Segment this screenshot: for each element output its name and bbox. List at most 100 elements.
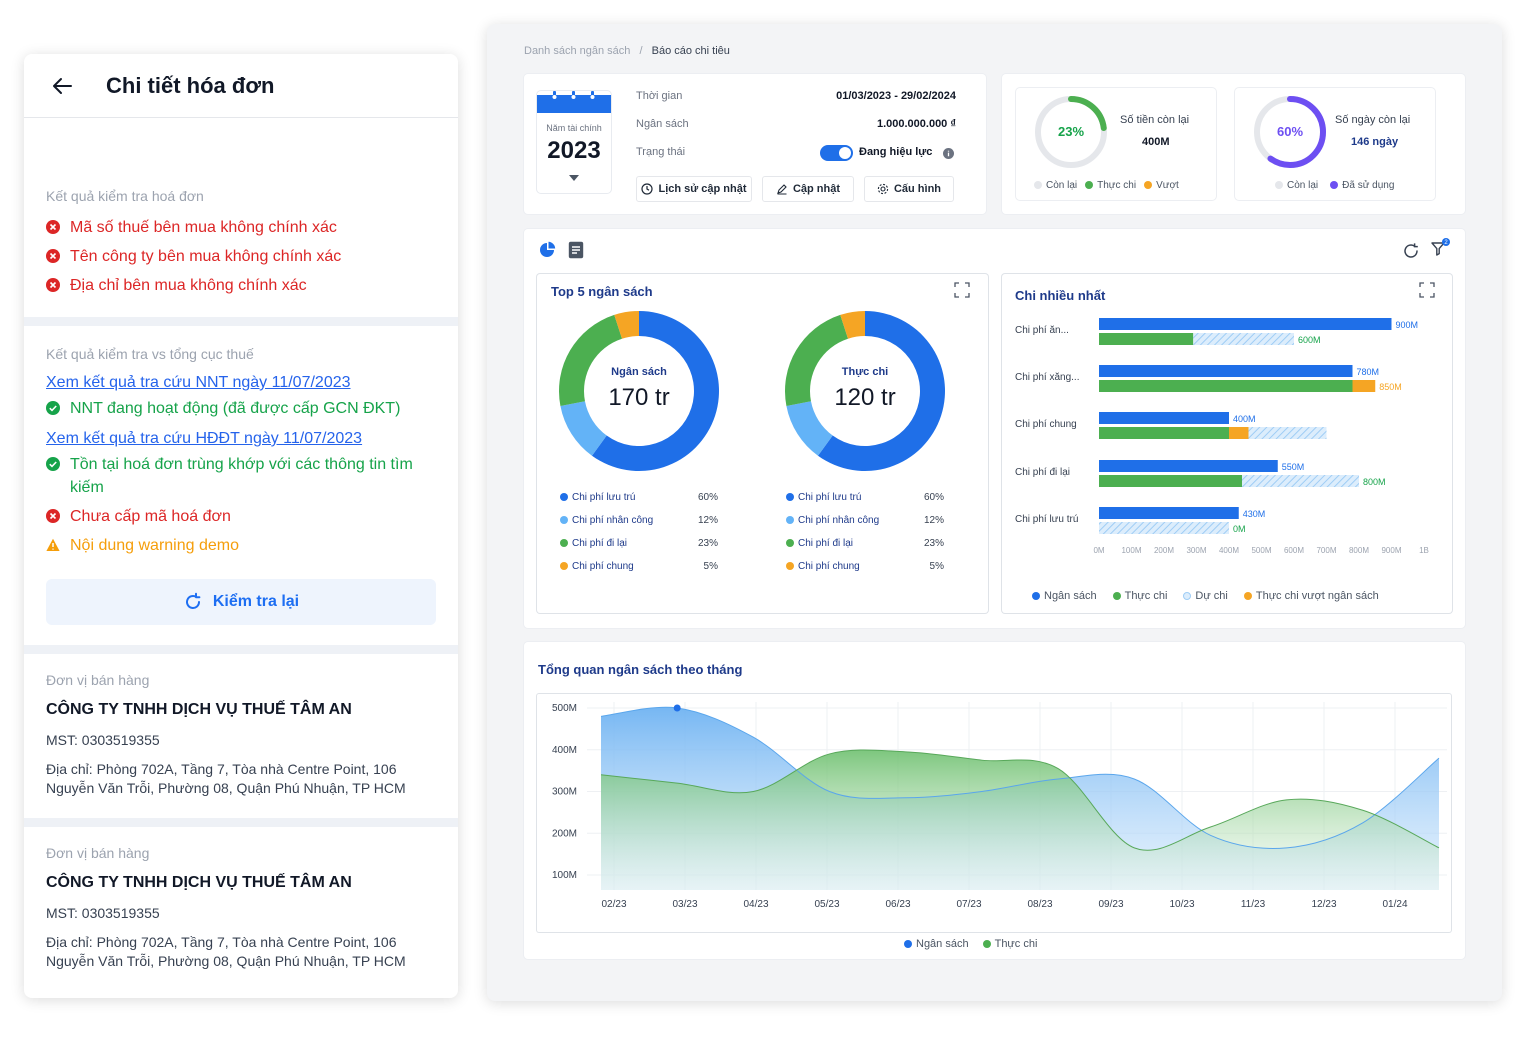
seller-name: CÔNG TY TNHH DỊCH VỤ THUẾ TÂM AN (46, 874, 352, 891)
overspend-bar (1352, 380, 1376, 392)
breadcrumb-current: Báo cáo chi tiêu (651, 45, 730, 57)
days-remaining-pct: 60% (1276, 124, 1304, 139)
forecast-bar (1099, 522, 1229, 534)
x-tick-label: 10/23 (1169, 899, 1194, 910)
check-error-item: Địa chỉ bên mua không chính xác (46, 274, 436, 297)
days-ring (1254, 96, 1326, 168)
button-label: Lịch sử cập nhật (658, 183, 747, 195)
x-tick-label: 06/23 (885, 899, 910, 910)
status-label: Trạng thái (636, 146, 686, 158)
legend-item: Chi phí đi lại 23% (560, 538, 718, 561)
info-icon[interactable] (943, 148, 954, 159)
document-icon[interactable] (568, 241, 584, 259)
overspend-bar (1229, 427, 1249, 439)
budget-bar (1099, 318, 1392, 330)
seller-address: Địa chỉ: Phòng 702A, Tầng 7, Tòa nhà Cen… (46, 761, 397, 777)
budget-bar (1099, 460, 1278, 472)
donut-value: 120 tr (834, 384, 896, 411)
expand-icon[interactable] (954, 282, 970, 298)
money-remaining-box: 23% Số tiền còn lại 400M Còn lại Thực ch… (1016, 88, 1216, 200)
money-ring (1035, 96, 1107, 168)
fiscal-year-label: Năm tài chính (546, 123, 602, 133)
donut-slice (614, 311, 639, 339)
budget-bar (1099, 412, 1229, 424)
filter-icon[interactable]: 2 (1430, 237, 1452, 259)
seller-address: Nguyễn Văn Trỗi, Phường 08, Quận Phú Nhu… (46, 780, 406, 796)
check-result-label: Kết quả kiểm tra hoá đơn (46, 188, 204, 204)
budget-value: 1.000.000.000 ₫ (876, 118, 956, 130)
legend-item: Còn lại (1275, 180, 1318, 191)
actual-bar (1099, 333, 1194, 345)
status-toggle[interactable] (820, 145, 853, 161)
expand-icon[interactable] (1419, 282, 1435, 298)
back-button[interactable] (48, 72, 76, 100)
check-ok-item: Tồn tại hoá đơn trùng khớp với các thông… (46, 453, 436, 499)
money-legend: Còn lại Thực chi Vượt (1034, 180, 1179, 191)
x-tick-label: 0M (1093, 546, 1104, 555)
arrow-left-icon (53, 77, 72, 94)
clock-icon (641, 183, 654, 195)
hddt-lookup-link[interactable]: Xem kết quả tra cứu HĐĐT ngày 11/07/2023 (46, 430, 363, 447)
seller-address: Nguyễn Văn Trỗi, Phường 08, Quận Phú Nhu… (46, 953, 406, 969)
fiscal-year-picker[interactable]: Năm tài chính 2023 (537, 91, 611, 193)
recheck-button[interactable]: Kiểm tra lại (46, 579, 436, 625)
actual-bar (1099, 380, 1353, 392)
bar-value-label: 550M (1282, 462, 1305, 472)
bar-value-label: 600M (1298, 335, 1321, 345)
tax-check-label: Kết quả kiểm tra vs tổng cục thuế (46, 346, 254, 362)
button-label: Cấu hình (893, 183, 942, 195)
recheck-label: Kiểm tra lại (212, 593, 300, 610)
breadcrumb-link[interactable]: Danh sách ngân sách (524, 45, 631, 57)
seller-mst: MST: 0303519355 (46, 732, 160, 748)
status-value: Đang hiệu lực (859, 146, 933, 158)
legend-item: Thực chi (1085, 180, 1136, 191)
legend-item: Chi phí nhân công 12% (786, 515, 944, 538)
bar-value-label: 850M (1379, 382, 1402, 392)
legend-item: Chi phí nhân công 12% (560, 515, 718, 538)
budget-line (600, 706, 1440, 849)
refresh-icon[interactable] (1402, 242, 1420, 260)
budget-info-card: Năm tài chính 2023 Thời gian 01/03/2023 … (524, 74, 986, 214)
x-tick-label: 700M (1316, 546, 1336, 555)
monthly-legend: Ngân sách Thực chi (904, 938, 1037, 950)
data-point-marker[interactable] (673, 704, 681, 712)
x-tick-label: 600M (1284, 546, 1304, 555)
monthly-area-chart: 100M 200M 300M 400M 500M 02/23 03/23 04/23 05/23… (552, 702, 1447, 910)
update-history-button[interactable]: Lịch sử cập nhật (636, 176, 752, 202)
days-legend: Còn lại Đã sử dụng (1275, 180, 1394, 191)
x-tick-label: 1B (1419, 546, 1429, 555)
actual-line (600, 749, 1440, 851)
x-tick-label: 300M (1186, 546, 1206, 555)
forecast-bar (1242, 475, 1359, 487)
settings-button[interactable]: Cấu hình (864, 176, 954, 202)
top-spend-panel: Chi nhiều nhất Chi phí ăn... 900M 600M Chi … (1002, 274, 1452, 613)
donut-slice (840, 311, 865, 339)
time-value: 01/03/2023 - 29/02/2024 (836, 90, 956, 102)
legend-item: Đã sử dụng (1330, 180, 1394, 191)
donut-slice (591, 311, 719, 471)
legend-item: Chi phí đi lại 23% (786, 538, 944, 561)
x-tick-label: 11/23 (1241, 899, 1266, 910)
top5-donut-chart (559, 311, 945, 471)
pencil-icon (777, 184, 787, 195)
error-icon (46, 249, 60, 263)
category-label: Chi phí xăng... (1015, 372, 1079, 383)
seller-address: Địa chỉ: Phòng 702A, Tầng 7, Tòa nhà Cen… (46, 934, 397, 950)
nnt-lookup-link[interactable]: Xem kết quả tra cứu NNT ngày 11/07/2023 (46, 374, 351, 391)
breadcrumb: Danh sách ngân sách / Báo cáo chi tiêu (524, 45, 730, 57)
update-button[interactable]: Cập nhật (762, 176, 854, 202)
budget-bar (1099, 365, 1353, 377)
actual-bar (1099, 475, 1242, 487)
x-tick-label: 03/23 (672, 899, 697, 910)
warning-item: Nội dung warning demo (46, 534, 436, 557)
donut-slice (786, 401, 833, 456)
pie-chart-icon[interactable] (538, 241, 556, 259)
warning-icon (46, 538, 60, 551)
seller-info: Đơn vị bán hàng CÔNG TY TNHH DỊCH VỤ THU… (24, 827, 458, 971)
donut-slice (785, 314, 849, 406)
forecast-bar (1248, 427, 1327, 439)
seller-info: Đơn vị bán hàng CÔNG TY TNHH DỊCH VỤ THU… (24, 654, 458, 818)
monthly-card: Tổng quan ngân sách theo tháng 100M 200M 3… (524, 642, 1465, 959)
y-tick-label: 400M (552, 745, 577, 756)
button-label: Cập nhật (792, 183, 841, 195)
